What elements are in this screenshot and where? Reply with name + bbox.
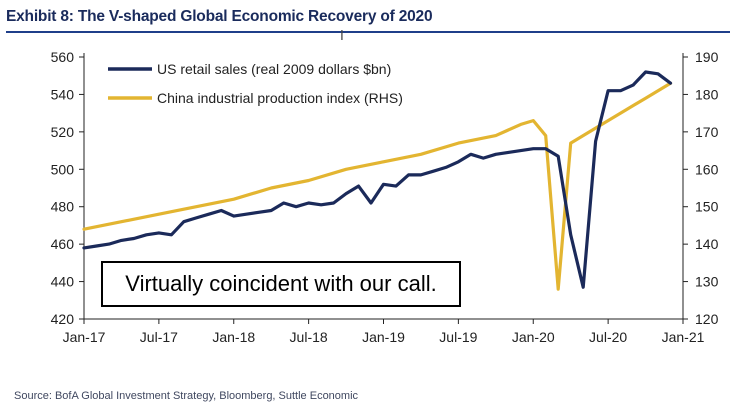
left-tick-label: 560 xyxy=(51,49,75,65)
title-rule xyxy=(6,31,730,33)
left-tick-label: 520 xyxy=(51,124,75,140)
x-tick-label: Jan-21 xyxy=(662,329,705,345)
chart-legend: US retail sales (real 2009 dollars $bn) C… xyxy=(108,61,403,106)
legend-label-us: US retail sales (real 2009 dollars $bn) xyxy=(157,61,391,77)
x-tick-label: Jul-19 xyxy=(439,329,477,345)
legend-label-china: China industrial production index (RHS) xyxy=(157,90,403,106)
annotation-text: Virtually coincident with our call. xyxy=(125,271,437,296)
annotation-box: Virtually coincident with our call. xyxy=(101,261,461,307)
x-tick-label: Jan-18 xyxy=(212,329,255,345)
left-tick-label: 420 xyxy=(51,311,75,327)
chart-series xyxy=(82,70,673,291)
x-tick-label: Jul-20 xyxy=(589,329,627,345)
left-tick-label: 460 xyxy=(51,236,75,252)
china-ip-line xyxy=(82,81,673,291)
right-tick-label: 130 xyxy=(695,274,719,290)
left-tick-label: 500 xyxy=(51,161,75,177)
chart-axes: 420 440 460 480 500 520 540 560 120 130 140 150 160 1… xyxy=(51,49,719,345)
right-tick-label: 180 xyxy=(695,86,719,102)
x-tick-label: Jul-17 xyxy=(140,329,178,345)
chart-title: Exhibit 8: The V-shaped Global Economic … xyxy=(6,8,433,25)
right-tick-label: 160 xyxy=(695,161,719,177)
right-tick-label: 150 xyxy=(695,199,719,215)
left-tick-label: 480 xyxy=(51,199,75,215)
text-cursor-icon: I xyxy=(340,29,344,44)
right-tick-label: 170 xyxy=(695,124,719,140)
x-tick-label: Jan-20 xyxy=(512,329,555,345)
right-tick-label: 190 xyxy=(695,49,719,65)
us-retail-line xyxy=(82,70,673,289)
right-tick-label: 140 xyxy=(695,236,719,252)
x-tick-label: Jan-17 xyxy=(63,329,106,345)
right-tick-label: 120 xyxy=(695,311,719,327)
left-tick-label: 540 xyxy=(51,86,75,102)
x-tick-label: Jul-18 xyxy=(290,329,328,345)
source-note: Source: BofA Global Investment Strategy,… xyxy=(14,390,359,402)
x-tick-label: Jan-19 xyxy=(362,329,405,345)
left-tick-label: 440 xyxy=(51,274,75,290)
